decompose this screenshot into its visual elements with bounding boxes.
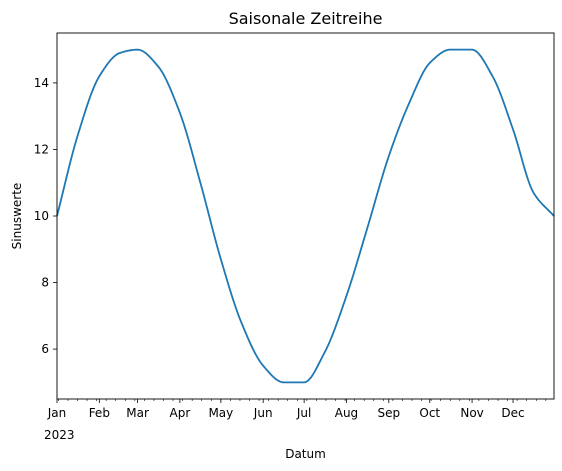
y-tick-label: 14 xyxy=(34,76,49,90)
y-tick-label: 8 xyxy=(41,276,49,290)
x-tick-label: Sep xyxy=(377,406,400,420)
plot-frame xyxy=(56,32,555,400)
x-tick-label: Jan xyxy=(47,406,67,420)
y-tick-label: 12 xyxy=(34,142,49,156)
x-tick-label: Nov xyxy=(460,406,483,420)
x-tick-label: Mar xyxy=(126,406,149,420)
y-tick-label: 6 xyxy=(41,342,49,356)
x-tick-label: Jun xyxy=(253,406,273,420)
x-axis-label: Datum xyxy=(285,447,326,461)
x-tick-label: May xyxy=(208,406,233,420)
y-tick-label: 10 xyxy=(34,209,49,223)
x-tick-label: Apr xyxy=(170,406,191,420)
x-tick-label: Dec xyxy=(501,406,524,420)
chart-title: Saisonale Zeitreihe xyxy=(229,9,383,28)
series-line xyxy=(56,48,555,384)
x-tick-label: Feb xyxy=(89,406,110,420)
x-tick-label: Jul xyxy=(296,406,311,420)
x-tick-label: Aug xyxy=(335,406,358,420)
axis-ticks: Jan Feb Mar Apr May Jun Jul Aug Sep Oct Nov Dec 6 8 10… xyxy=(34,76,547,420)
series-layer xyxy=(56,48,555,384)
y-axis-label: Sinuswerte xyxy=(10,183,24,250)
x-year-label: 2023 xyxy=(44,428,75,442)
x-tick-label: Oct xyxy=(419,406,440,420)
